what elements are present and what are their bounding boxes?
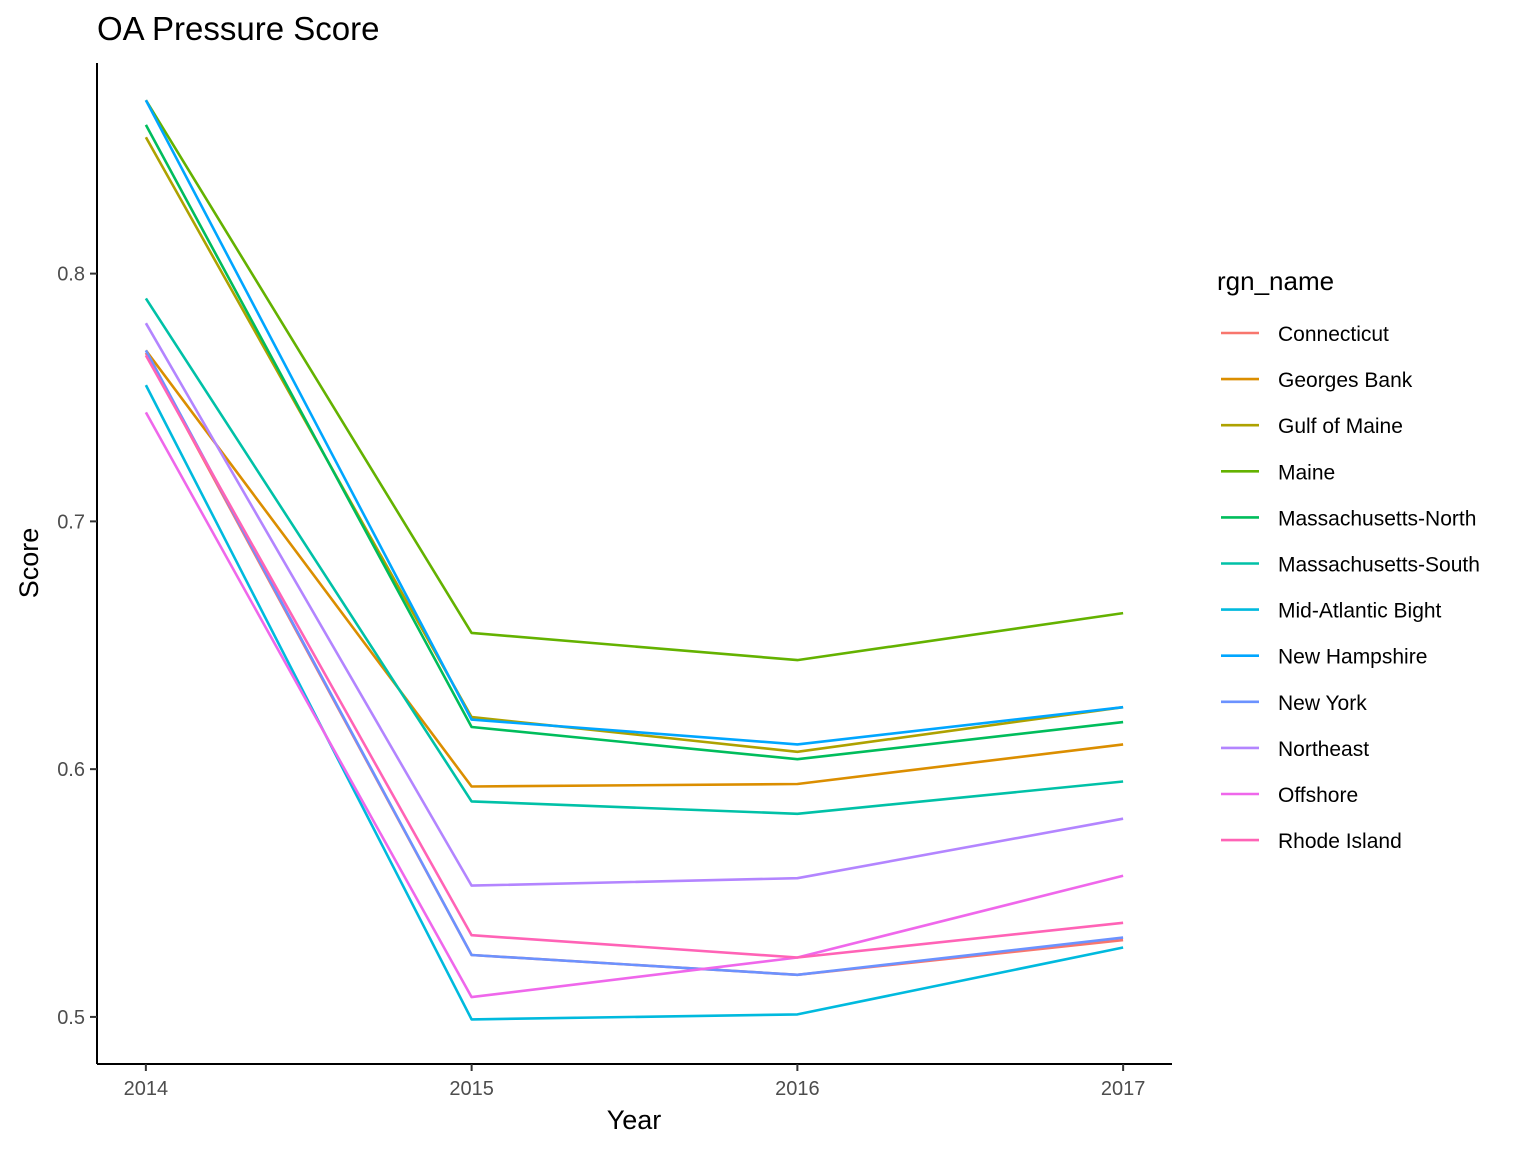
legend-item-maine: Maine <box>1221 461 1335 484</box>
series-line-maine <box>144 99 1124 662</box>
x-tick-label: 2016 <box>775 1078 820 1100</box>
legend-item-offshore: Offshore <box>1221 784 1358 807</box>
series-layer <box>144 99 1124 1021</box>
y-tick-label: 0.6 <box>57 759 85 781</box>
legend-label: Northeast <box>1278 738 1369 761</box>
legend-item-massachusetts-north: Massachusetts-North <box>1221 507 1476 530</box>
legend-label: Connecticut <box>1278 323 1389 346</box>
legend-label: New Hampshire <box>1278 646 1427 669</box>
legend-title: rgn_name <box>1217 266 1334 296</box>
legend-label: Rhode Island <box>1278 830 1402 853</box>
series-line-northeast <box>144 322 1124 887</box>
legend-item-massachusetts-south: Massachusetts-South <box>1221 554 1480 577</box>
x-axis-ticks: 2014 2015 2016 2017 <box>124 1064 1146 1100</box>
legend-item-new-hampshire: New Hampshire <box>1221 646 1427 669</box>
x-tick-label: 2017 <box>1101 1078 1146 1100</box>
x-tick-label: 2015 <box>449 1078 494 1100</box>
series-line-massachusetts-south <box>144 297 1124 816</box>
y-tick-label: 0.5 <box>57 1007 85 1029</box>
legend-item-rhode-island: Rhode Island <box>1221 830 1402 853</box>
x-tick-label: 2014 <box>124 1078 169 1100</box>
legend: rgn_name Connecticut Georges Bank Gulf of … <box>1217 266 1480 853</box>
legend-label: Mid-Atlantic Bight <box>1278 600 1442 623</box>
legend-label: Georges Bank <box>1278 369 1413 392</box>
legend-item-connecticut: Connecticut <box>1221 323 1389 346</box>
legend-item-northeast: Northeast <box>1221 738 1369 761</box>
legend-label: Massachusetts-North <box>1278 507 1476 530</box>
series-line-massachusetts-north <box>144 124 1124 761</box>
chart-title: OA Pressure Score <box>97 10 379 47</box>
series-line-offshore <box>144 411 1124 999</box>
x-axis-title: Year <box>607 1105 662 1135</box>
legend-label: Massachusetts-South <box>1278 554 1480 577</box>
legend-item-new-york: New York <box>1221 692 1367 715</box>
legend-label: Offshore <box>1278 784 1358 807</box>
legend-label: Gulf of Maine <box>1278 415 1403 438</box>
series-line-new-york <box>144 349 1124 977</box>
legend-item-mid-atlantic-bight: Mid-Atlantic Bight <box>1221 600 1442 623</box>
legend-items: Connecticut Georges Bank Gulf of Maine Main… <box>1221 323 1480 853</box>
y-axis-title: Score <box>14 528 44 599</box>
y-tick-label: 0.7 <box>57 511 85 533</box>
y-tick-label: 0.8 <box>57 264 85 286</box>
series-line-georges-bank <box>144 349 1124 788</box>
legend-label: Maine <box>1278 461 1335 484</box>
legend-item-gulf-of-maine: Gulf of Maine <box>1221 415 1403 438</box>
legend-item-georges-bank: Georges Bank <box>1221 369 1413 392</box>
series-line-new-hampshire <box>144 99 1124 746</box>
legend-label: New York <box>1278 692 1367 715</box>
series-line-rhode-island <box>144 354 1124 959</box>
y-axis-ticks: 0.5 0.6 0.7 0.8 <box>57 264 97 1029</box>
